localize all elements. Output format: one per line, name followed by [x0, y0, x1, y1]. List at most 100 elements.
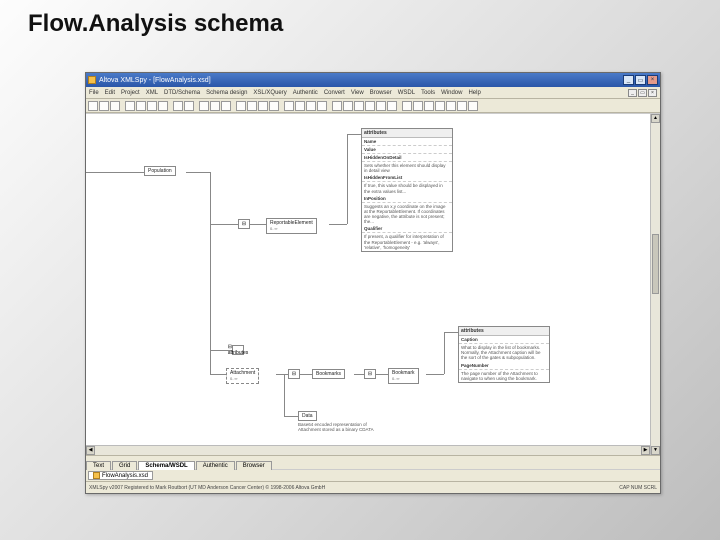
- sequence-icon[interactable]: ⊟: [288, 369, 300, 379]
- tool-redo-icon[interactable]: [184, 101, 194, 111]
- menu-schemadesign[interactable]: Schema design: [206, 90, 247, 96]
- attr-pagenumber[interactable]: PageNumber: [459, 362, 549, 370]
- menu-xsl[interactable]: XSL/XQuery: [253, 90, 286, 96]
- status-left: XMLSpy v2007 Registered to Mark Routbort…: [89, 485, 325, 491]
- tool-n-icon[interactable]: [387, 101, 397, 111]
- schema-canvas[interactable]: Population ⊟ ReportableElement 0..∞ ⊟ at…: [86, 113, 660, 455]
- node-bookmark[interactable]: Bookmark 0..∞: [388, 368, 419, 384]
- menu-convert[interactable]: Convert: [324, 90, 345, 96]
- tool-copy-icon[interactable]: [147, 101, 157, 111]
- tool-undo-icon[interactable]: [173, 101, 183, 111]
- connector: [444, 332, 458, 333]
- tool-check-icon[interactable]: [221, 101, 231, 111]
- tool-l-icon[interactable]: [365, 101, 375, 111]
- scroll-right-icon[interactable]: ▶: [641, 446, 650, 455]
- scroll-up-icon[interactable]: ▲: [651, 114, 660, 123]
- horizontal-scrollbar[interactable]: ◀ ▶: [86, 445, 650, 455]
- menu-edit[interactable]: Edit: [105, 90, 115, 96]
- tool-b-icon[interactable]: [247, 101, 257, 111]
- child-close-button[interactable]: ×: [648, 89, 657, 97]
- attr-caption[interactable]: Caption: [459, 336, 549, 344]
- attr-desc: If present, a qualifier for interpretati…: [362, 233, 452, 251]
- tool-u-icon[interactable]: [468, 101, 478, 111]
- sequence-icon[interactable]: ⊟: [238, 219, 250, 229]
- tool-p-icon[interactable]: [413, 101, 423, 111]
- scroll-down-icon[interactable]: ▼: [651, 446, 660, 455]
- menu-dtd[interactable]: DTD/Schema: [164, 90, 200, 96]
- menu-tools[interactable]: Tools: [421, 90, 435, 96]
- tab-browser[interactable]: Browser: [236, 461, 272, 470]
- connector: [86, 172, 144, 173]
- vertical-scrollbar[interactable]: ▲ ▼: [650, 114, 660, 455]
- attr-qualifier[interactable]: Qualifier: [362, 225, 452, 233]
- tool-g-icon[interactable]: [306, 101, 316, 111]
- menu-project[interactable]: Project: [121, 90, 140, 96]
- connector: [347, 134, 348, 224]
- maximize-button[interactable]: ▭: [635, 75, 646, 85]
- tab-authentic[interactable]: Authentic: [196, 461, 235, 470]
- node-bookmarks[interactable]: Bookmarks: [312, 369, 345, 379]
- titlebar-icon: [88, 76, 96, 84]
- menu-help[interactable]: Help: [468, 90, 480, 96]
- node-data[interactable]: Data: [298, 411, 317, 421]
- tool-new-icon[interactable]: [88, 101, 98, 111]
- file-tab[interactable]: FlowAnalysis.xsd: [88, 471, 153, 480]
- node-cardinality: 0..∞: [270, 226, 277, 231]
- node-label: Data: [302, 413, 313, 419]
- tool-i-icon[interactable]: [332, 101, 342, 111]
- titlebar[interactable]: Altova XMLSpy - [FlowAnalysis.xsd] _ ▭ ×: [86, 73, 660, 87]
- child-minimize-button[interactable]: _: [628, 89, 637, 97]
- node-attachment[interactable]: Attachment 0..∞: [226, 368, 259, 384]
- tool-c-icon[interactable]: [258, 101, 268, 111]
- tab-schema[interactable]: Schema/WSDL: [138, 461, 194, 470]
- tool-t-icon[interactable]: [457, 101, 467, 111]
- tool-print-icon[interactable]: [125, 101, 135, 111]
- child-restore-button[interactable]: ▭: [638, 89, 647, 97]
- tool-j-icon[interactable]: [343, 101, 353, 111]
- tool-validate-icon[interactable]: [210, 101, 220, 111]
- document-tabs: FlowAnalysis.xsd: [86, 469, 660, 481]
- tool-cut-icon[interactable]: [136, 101, 146, 111]
- menu-file[interactable]: File: [89, 90, 99, 96]
- sequence-icon[interactable]: ⊟ attributes: [232, 345, 244, 355]
- tool-q-icon[interactable]: [424, 101, 434, 111]
- attributes-panel-reportable[interactable]: attributes Name Value IsHiddenOnDetail S…: [361, 128, 453, 252]
- menu-wsdl[interactable]: WSDL: [398, 90, 415, 96]
- menu-window[interactable]: Window: [441, 90, 462, 96]
- node-reportable[interactable]: ReportableElement 0..∞: [266, 218, 317, 234]
- tool-save-icon[interactable]: [110, 101, 120, 111]
- menu-view[interactable]: View: [351, 90, 364, 96]
- menu-authentic[interactable]: Authentic: [293, 90, 318, 96]
- tab-grid[interactable]: Grid: [112, 461, 137, 470]
- connector: [347, 134, 361, 135]
- tool-k-icon[interactable]: [354, 101, 364, 111]
- minimize-button[interactable]: _: [623, 75, 634, 85]
- tool-h-icon[interactable]: [317, 101, 327, 111]
- scroll-left-icon[interactable]: ◀: [86, 446, 95, 455]
- node-population[interactable]: Population: [144, 166, 176, 176]
- tool-o-icon[interactable]: [402, 101, 412, 111]
- tool-a-icon[interactable]: [236, 101, 246, 111]
- attr-name[interactable]: Name: [362, 138, 452, 146]
- tool-s-icon[interactable]: [446, 101, 456, 111]
- close-button[interactable]: ×: [647, 75, 658, 85]
- tool-paste-icon[interactable]: [158, 101, 168, 111]
- attr-inposition[interactable]: InPosition: [362, 195, 452, 203]
- tool-m-icon[interactable]: [376, 101, 386, 111]
- scroll-thumb[interactable]: [652, 234, 659, 294]
- attr-ishidden-list[interactable]: IsHiddenFromList: [362, 174, 452, 182]
- connector: [186, 172, 210, 173]
- sequence-icon[interactable]: ⊟: [364, 369, 376, 379]
- tab-text[interactable]: Text: [86, 461, 111, 470]
- attr-value[interactable]: Value: [362, 146, 452, 154]
- tool-d-icon[interactable]: [269, 101, 279, 111]
- menu-browser[interactable]: Browser: [370, 90, 392, 96]
- tool-r-icon[interactable]: [435, 101, 445, 111]
- attr-ishidden-detail[interactable]: IsHiddenOnDetail: [362, 154, 452, 162]
- attributes-panel-bookmark[interactable]: attributes Caption What to display in th…: [458, 326, 550, 383]
- tool-f-icon[interactable]: [295, 101, 305, 111]
- menu-xml[interactable]: XML: [146, 90, 158, 96]
- tool-open-icon[interactable]: [99, 101, 109, 111]
- tool-find-icon[interactable]: [199, 101, 209, 111]
- tool-e-icon[interactable]: [284, 101, 294, 111]
